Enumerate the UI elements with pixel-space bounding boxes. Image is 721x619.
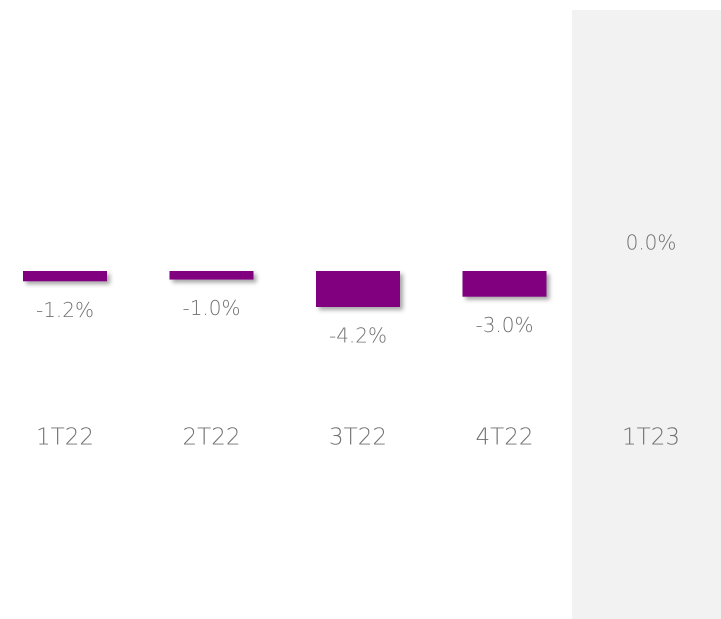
x-tick-label: 1T22	[36, 425, 94, 451]
value-label: -4.2%	[329, 323, 387, 347]
value-label: 0.0%	[626, 231, 677, 255]
bar	[462, 271, 547, 297]
x-tick-label: 1T23	[622, 425, 680, 451]
value-label: -3.0%	[475, 313, 533, 337]
x-tick-label: 2T22	[183, 425, 241, 451]
bar	[169, 271, 254, 280]
x-tick-label: 4T22	[476, 425, 534, 451]
value-label: -1.0%	[182, 296, 240, 320]
highlight-panel	[572, 10, 721, 619]
value-label: -1.2%	[36, 298, 94, 322]
bar	[23, 271, 107, 282]
x-tick-label: 3T22	[329, 425, 387, 451]
bar	[316, 271, 400, 307]
